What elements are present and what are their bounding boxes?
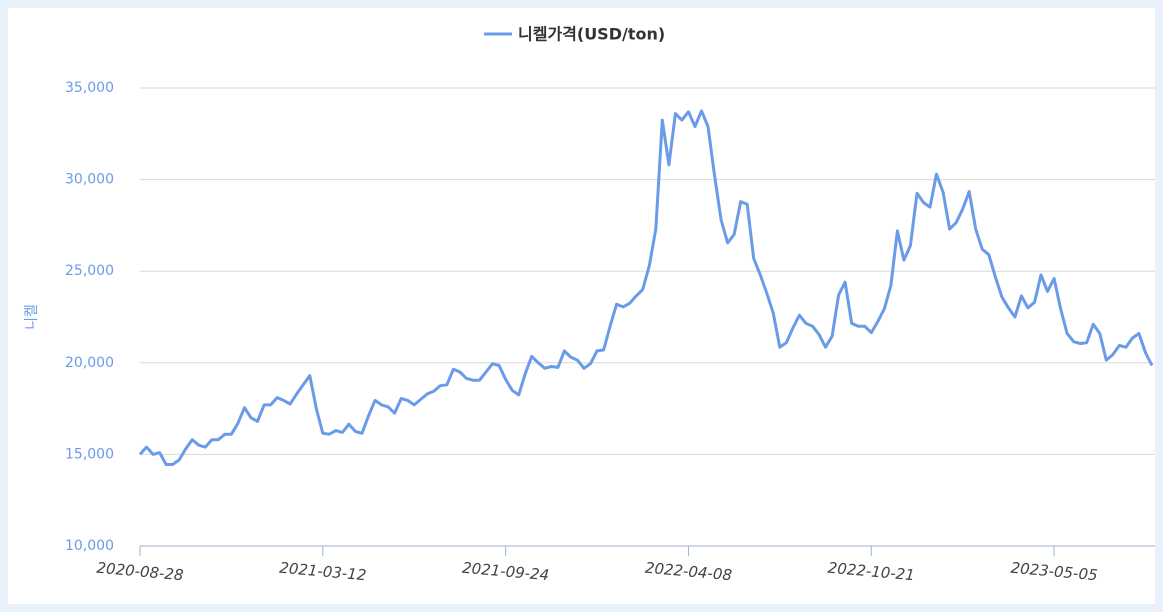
panel <box>8 8 1155 604</box>
y-tick-label: 30,000 <box>65 172 114 188</box>
line <box>138 109 1154 466</box>
y-tick-label: 35,000 <box>65 80 114 96</box>
y-tick-label: 25,000 <box>65 263 114 279</box>
y-tick-label: 10,000 <box>65 538 114 554</box>
y-tick-label: 20,000 <box>65 355 114 371</box>
legend-label: 니켈가격(USD/ton) <box>518 25 665 44</box>
y-tick-label: 15,000 <box>65 446 114 462</box>
y-axis-label: 니켈 <box>24 304 40 330</box>
